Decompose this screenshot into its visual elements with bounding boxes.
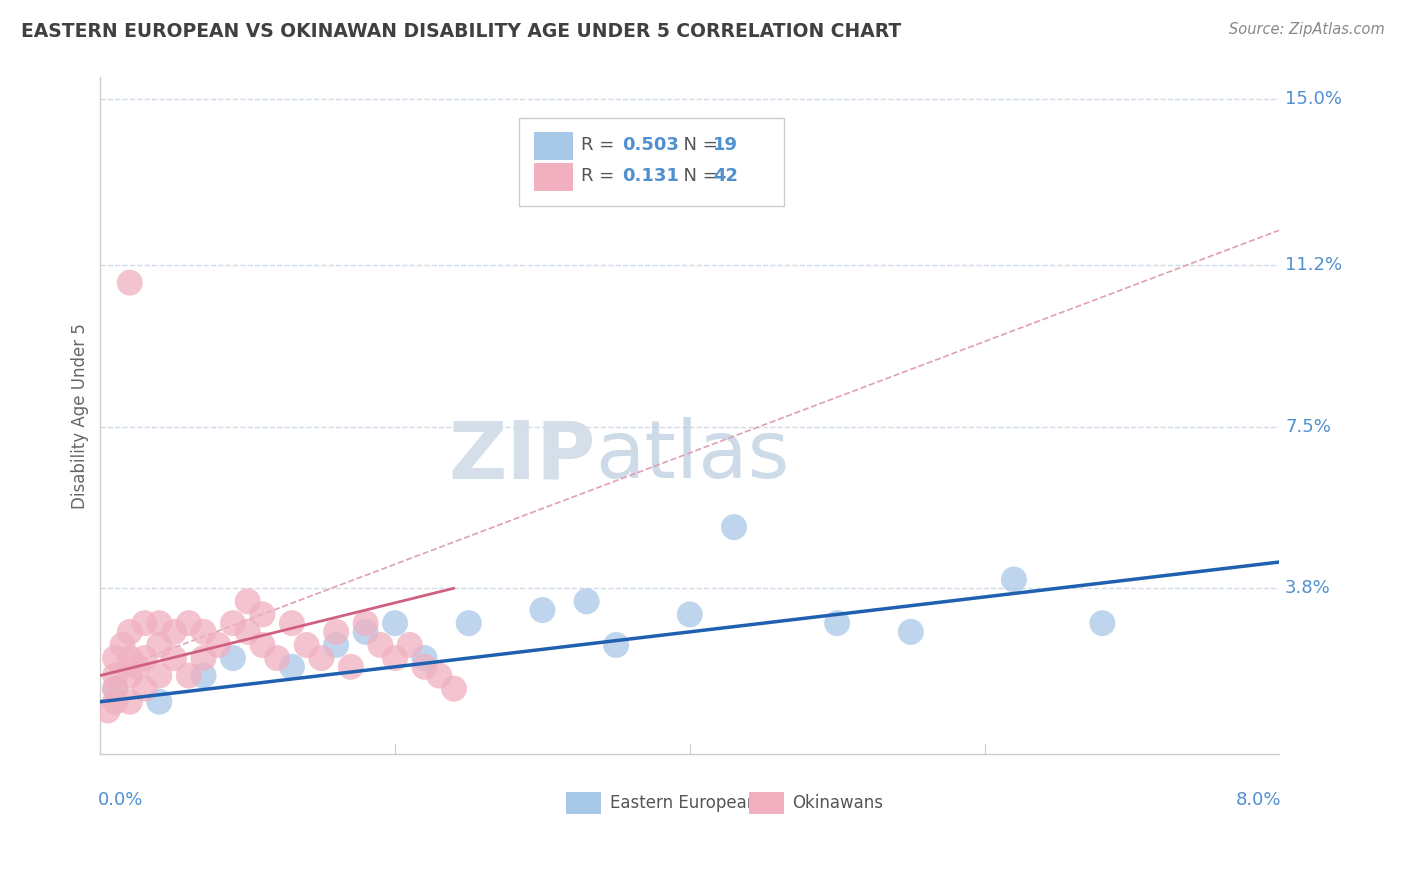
- Point: [354, 616, 377, 631]
- Point: [236, 624, 259, 639]
- Point: [177, 668, 200, 682]
- Text: N =: N =: [672, 167, 724, 186]
- Point: [193, 624, 215, 639]
- Point: [193, 668, 215, 682]
- Point: [723, 520, 745, 534]
- Text: R =: R =: [581, 167, 626, 186]
- Point: [384, 616, 406, 631]
- Point: [605, 638, 627, 652]
- Point: [104, 681, 127, 696]
- Text: EASTERN EUROPEAN VS OKINAWAN DISABILITY AGE UNDER 5 CORRELATION CHART: EASTERN EUROPEAN VS OKINAWAN DISABILITY …: [21, 22, 901, 41]
- Point: [111, 638, 134, 652]
- Text: 7.5%: 7.5%: [1285, 417, 1331, 435]
- Text: 42: 42: [713, 167, 738, 186]
- Point: [311, 651, 333, 665]
- FancyBboxPatch shape: [534, 132, 574, 160]
- Point: [163, 624, 186, 639]
- Text: R =: R =: [581, 136, 620, 154]
- Point: [252, 607, 274, 622]
- Point: [104, 695, 127, 709]
- FancyBboxPatch shape: [749, 792, 785, 814]
- Point: [236, 594, 259, 608]
- Text: 0.0%: 0.0%: [98, 791, 143, 809]
- Point: [148, 638, 170, 652]
- Point: [163, 651, 186, 665]
- Point: [354, 624, 377, 639]
- Point: [104, 668, 127, 682]
- Point: [900, 624, 922, 639]
- Point: [193, 651, 215, 665]
- Point: [384, 651, 406, 665]
- Point: [427, 668, 450, 682]
- Point: [118, 624, 141, 639]
- Text: 19: 19: [713, 136, 738, 154]
- Point: [531, 603, 554, 617]
- Point: [148, 616, 170, 631]
- Point: [443, 681, 465, 696]
- Point: [134, 616, 156, 631]
- Point: [295, 638, 318, 652]
- Text: 3.8%: 3.8%: [1285, 579, 1331, 598]
- Point: [222, 616, 245, 631]
- Point: [252, 638, 274, 652]
- Point: [413, 651, 436, 665]
- Point: [207, 638, 229, 652]
- Point: [118, 651, 141, 665]
- Point: [281, 660, 304, 674]
- Point: [1091, 616, 1114, 631]
- Point: [134, 681, 156, 696]
- Point: [281, 616, 304, 631]
- Text: ZIP: ZIP: [449, 417, 596, 495]
- Point: [104, 651, 127, 665]
- FancyBboxPatch shape: [567, 792, 602, 814]
- Point: [266, 651, 288, 665]
- Point: [148, 695, 170, 709]
- Point: [222, 651, 245, 665]
- Text: 15.0%: 15.0%: [1285, 90, 1343, 108]
- Point: [679, 607, 702, 622]
- Point: [127, 660, 149, 674]
- Point: [413, 660, 436, 674]
- Point: [398, 638, 420, 652]
- Text: atlas: atlas: [596, 417, 790, 495]
- Point: [457, 616, 479, 631]
- Text: 0.131: 0.131: [623, 167, 679, 186]
- FancyBboxPatch shape: [519, 118, 785, 206]
- Text: Source: ZipAtlas.com: Source: ZipAtlas.com: [1229, 22, 1385, 37]
- Point: [118, 276, 141, 290]
- Point: [575, 594, 598, 608]
- Point: [177, 616, 200, 631]
- Point: [325, 638, 347, 652]
- Point: [104, 681, 127, 696]
- Text: 0.503: 0.503: [623, 136, 679, 154]
- Text: Okinawans: Okinawans: [793, 794, 883, 812]
- Point: [1002, 573, 1025, 587]
- Point: [825, 616, 848, 631]
- Text: 11.2%: 11.2%: [1285, 256, 1343, 274]
- Point: [370, 638, 392, 652]
- Text: Eastern Europeans: Eastern Europeans: [610, 794, 766, 812]
- Text: 8.0%: 8.0%: [1236, 791, 1282, 809]
- Point: [118, 668, 141, 682]
- FancyBboxPatch shape: [534, 162, 574, 191]
- Point: [97, 703, 120, 717]
- Point: [340, 660, 363, 674]
- Y-axis label: Disability Age Under 5: Disability Age Under 5: [72, 323, 89, 508]
- Point: [325, 624, 347, 639]
- Text: N =: N =: [672, 136, 724, 154]
- Point: [148, 668, 170, 682]
- Point: [118, 695, 141, 709]
- Point: [134, 651, 156, 665]
